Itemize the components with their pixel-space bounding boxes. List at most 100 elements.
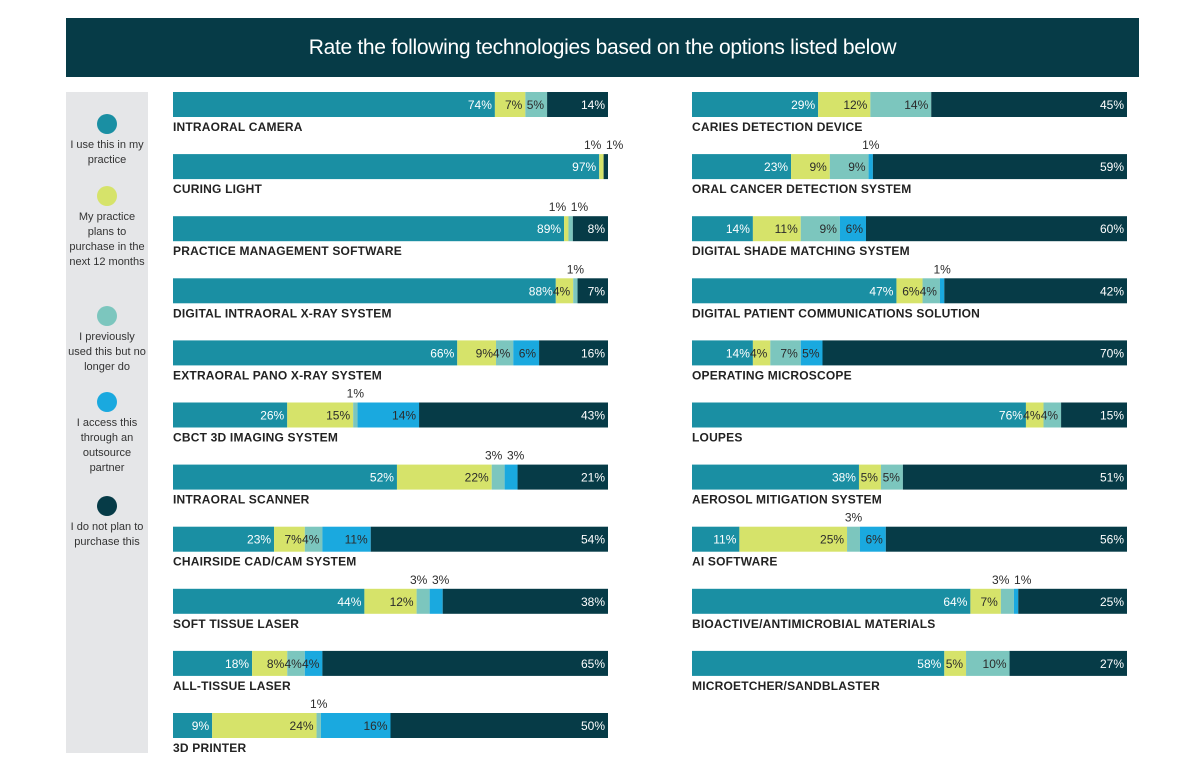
bar-label-use: 66% xyxy=(430,346,454,360)
legend-item-use: I use this in my practice xyxy=(66,114,148,168)
bar-label-plan: 9% xyxy=(809,160,827,174)
bar-label-not_plan: 54% xyxy=(581,533,605,547)
bar-segment-outsource xyxy=(304,650,323,676)
bar-label-plan: 22% xyxy=(465,471,489,485)
bar-segment-plan xyxy=(364,588,417,614)
bar-segment-outsource xyxy=(939,278,945,304)
bar-label-plan: 5% xyxy=(946,657,964,671)
bar-segment-plan xyxy=(599,154,604,180)
bar-segment-previously xyxy=(1043,402,1062,428)
bar-segment-plan xyxy=(739,526,848,552)
bar-label-use: 23% xyxy=(247,533,271,547)
bar-segment-previously xyxy=(353,402,358,428)
bar-label-not_plan: 51% xyxy=(1100,471,1124,485)
bar-label-outsource: 3% xyxy=(507,449,525,463)
bar-segment-outsource xyxy=(513,340,540,366)
bar-segment-use xyxy=(173,713,213,738)
bar-label-plan: 7% xyxy=(505,98,523,112)
bar-segment-use xyxy=(173,464,397,490)
bar-label-plan: 11% xyxy=(775,222,798,236)
bar-segment-not_plan xyxy=(1061,402,1127,428)
bar-segment-not_plan xyxy=(1009,650,1127,676)
bar-segment-not_plan xyxy=(547,92,608,117)
legend-label-plan: My practice plans to purchase in the nex… xyxy=(69,211,145,268)
bar-segment-plan xyxy=(858,464,881,490)
bar-label-previously: 1% xyxy=(571,200,589,214)
bar-segment-previously xyxy=(316,713,321,738)
bar-label-plan: 9% xyxy=(476,346,494,360)
bar-label-outsource: 6% xyxy=(846,222,864,236)
bar-segment-use xyxy=(692,650,945,676)
bar-label-not_plan: 1% xyxy=(606,138,624,152)
bar-label-previously: 3% xyxy=(992,573,1010,587)
bar-label-not_plan: 56% xyxy=(1100,533,1124,547)
bar-label-outsource: 5% xyxy=(802,346,820,360)
bar-label-previously: 3% xyxy=(845,511,863,525)
bar-label-use: 9% xyxy=(192,719,210,733)
legend-label-outsource: I access this through an outsource partn… xyxy=(76,417,138,474)
bar-segment-use xyxy=(692,278,897,304)
bar-label-not_plan: 8% xyxy=(588,222,606,236)
bar-segment-use xyxy=(692,92,819,117)
bar-label-previously: 4% xyxy=(284,657,302,671)
bar-label-previously: 4% xyxy=(493,346,511,360)
bar-segment-previously xyxy=(770,340,801,366)
bar-segment-not_plan xyxy=(517,464,608,490)
bar-segment-use xyxy=(173,216,565,242)
bar-segment-previously xyxy=(525,92,548,117)
bar-segment-plan xyxy=(944,650,967,676)
bar-label-plan: 5% xyxy=(861,471,879,485)
category-label: DIGITAL INTRAORAL X-RAY SYSTEM xyxy=(173,306,392,320)
legend-swatch-plan xyxy=(97,186,117,206)
bar-label-not_plan: 70% xyxy=(1100,346,1124,360)
bar-label-use: 18% xyxy=(225,657,249,671)
bar-segment-plan xyxy=(274,526,305,552)
bar-segment-previously xyxy=(416,588,430,614)
bar-segment-previously xyxy=(966,650,1010,676)
legend-label-not-plan: I do not plan to purchase this xyxy=(70,521,144,548)
category-label: DIGITAL SHADE MATCHING SYSTEM xyxy=(692,244,910,258)
bar-segment-use xyxy=(173,588,365,614)
bar-segment-plan xyxy=(818,92,871,117)
bar-segment-previously xyxy=(287,650,305,676)
bar-label-use: 88% xyxy=(529,284,553,298)
bar-segment-outsource xyxy=(504,464,518,490)
category-label: BIOACTIVE/ANTIMICROBIAL MATERIALS xyxy=(692,617,935,631)
bar-label-use: 47% xyxy=(869,284,893,298)
bar-segment-not_plan xyxy=(390,713,608,738)
bar-segment-plan xyxy=(564,216,569,242)
bar-segment-use xyxy=(173,650,253,676)
bar-label-not_plan: 16% xyxy=(581,346,605,360)
bar-label-previously: 10% xyxy=(983,657,1007,671)
bar-label-use: 11% xyxy=(713,533,736,547)
category-label: EXTRAORAL PANO X-RAY SYSTEM xyxy=(173,368,382,382)
bar-label-not_plan: 27% xyxy=(1100,657,1124,671)
bar-label-use: 26% xyxy=(260,409,284,423)
bar-label-use: 89% xyxy=(537,222,561,236)
bar-label-plan: 6% xyxy=(902,284,920,298)
category-label: SOFT TISSUE LASER xyxy=(173,617,299,631)
legend-label-previously: I previously used this but no longer do xyxy=(68,331,146,373)
bar-label-outsource: 6% xyxy=(865,533,883,547)
bar-label-plan: 1% xyxy=(584,138,602,152)
bar-segment-outsource xyxy=(839,216,866,242)
category-label: INTRAORAL SCANNER xyxy=(173,493,310,507)
bar-segment-use xyxy=(692,464,859,490)
category-label: OPERATING MICROSCOPE xyxy=(692,368,852,382)
bar-label-previously: 4% xyxy=(302,533,320,547)
bar-segment-use xyxy=(173,402,288,428)
bar-segment-previously xyxy=(829,154,869,180)
category-label: 3D PRINTER xyxy=(173,741,246,755)
bar-segment-not_plan xyxy=(885,526,1127,552)
bar-segment-use xyxy=(173,278,556,304)
bar-segment-use xyxy=(173,340,458,366)
bar-segment-use xyxy=(173,154,600,180)
bar-segment-previously xyxy=(870,92,932,117)
bar-segment-outsource xyxy=(859,526,886,552)
bar-segment-previously xyxy=(304,526,323,552)
bar-label-not_plan: 42% xyxy=(1100,284,1124,298)
bar-label-previously: 1% xyxy=(347,387,365,401)
bar-segment-previously xyxy=(573,278,578,304)
bar-label-outsource: 1% xyxy=(1014,573,1032,587)
